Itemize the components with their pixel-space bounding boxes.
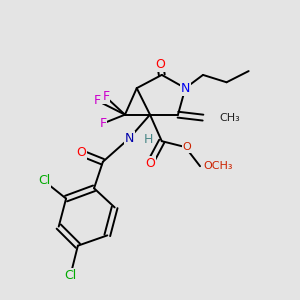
Text: O: O [182, 142, 191, 152]
Text: F: F [102, 91, 110, 103]
Text: Cl: Cl [38, 174, 50, 188]
Text: CH₃: CH₃ [219, 112, 240, 123]
Text: N: N [125, 132, 134, 145]
Text: H: H [144, 133, 153, 146]
Text: Cl: Cl [64, 268, 76, 282]
Text: O: O [145, 157, 155, 170]
Text: O: O [76, 146, 86, 159]
Text: OCH₃: OCH₃ [203, 161, 232, 171]
Text: O: O [155, 58, 165, 71]
Text: F: F [93, 94, 100, 107]
Text: F: F [99, 117, 106, 130]
Text: N: N [181, 82, 190, 95]
